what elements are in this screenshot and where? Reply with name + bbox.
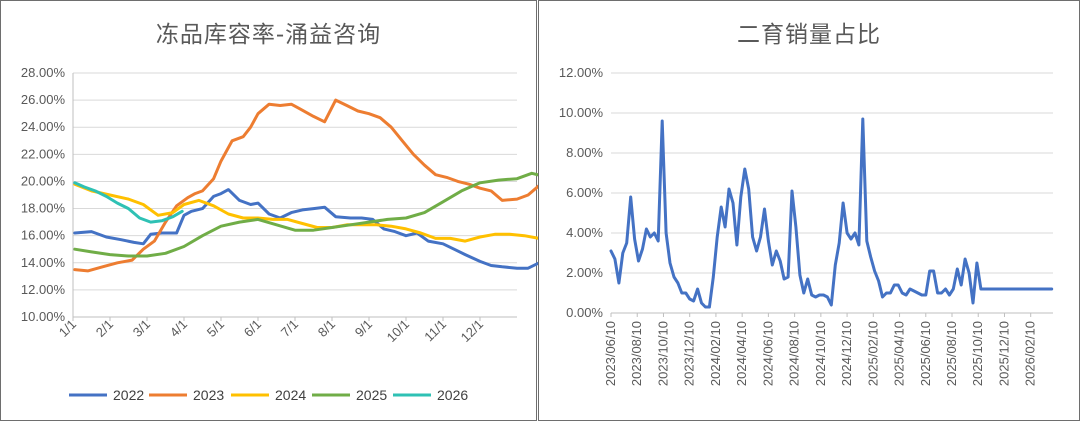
- x-tick-label: 2024/04/10: [734, 321, 749, 386]
- y-tick-label: 2.00%: [566, 265, 603, 280]
- x-tick-label: 2025/02/10: [865, 321, 880, 386]
- series-line-2026: [73, 181, 184, 224]
- x-tick-label: 2024/08/10: [787, 321, 802, 386]
- x-tick-label: 5/1: [204, 317, 227, 340]
- x-tick-label: 2025/12/10: [996, 321, 1011, 386]
- y-tick-label: 0.00%: [566, 305, 603, 320]
- right-chart-panel: 二育销量占比 0.00% 2.00% 4.00% 6.00% 8.00% 10.00% 12…: [538, 0, 1080, 421]
- x-tick-label: 8/1: [315, 317, 338, 340]
- x-tick-label: 7/1: [278, 317, 301, 340]
- x-tick-label: 2025/08/10: [944, 321, 959, 386]
- x-tick-label: 2023/06/10: [603, 321, 618, 386]
- x-tick-label: 11/1: [421, 317, 449, 345]
- y-tick-label: 16.00%: [21, 228, 66, 243]
- y-tick-label: 22.00%: [21, 146, 66, 161]
- x-tick-label: 2024/06/10: [760, 321, 775, 386]
- x-tick-label: 2024/12/10: [839, 321, 854, 386]
- y-tick-label: 8.00%: [566, 145, 603, 160]
- legend-label-2022: 2022: [113, 387, 144, 403]
- y-tick-label: 24.00%: [21, 119, 66, 134]
- y-tick-label: 12.00%: [21, 282, 66, 297]
- x-tick-label: 2023/08/10: [629, 321, 644, 386]
- x-tick-label: 2024/02/10: [708, 321, 723, 386]
- x-tick-label: 2025/10/10: [970, 321, 985, 386]
- x-tick-label: 4/1: [167, 317, 190, 340]
- y-tick-label: 26.00%: [21, 92, 66, 107]
- series-line-2024: [73, 182, 538, 243]
- y-tick-label: 4.00%: [566, 225, 603, 240]
- x-tick-label: 2/1: [93, 317, 116, 340]
- left-chart-svg: 10.00% 12.00% 14.00% 16.00% 18.00% 20.00% 22.0…: [21, 65, 538, 403]
- x-tick-label: 2023/10/10: [655, 321, 670, 386]
- y-tick-label: 28.00%: [21, 65, 66, 80]
- series-line-2025: [73, 171, 538, 258]
- y-tick-label: 20.00%: [21, 173, 66, 188]
- left-chart-panel: 冻品库容率-涌益咨询 10.00% 12.00% 14.00% 16.00% 18.00…: [0, 0, 538, 421]
- series-line-二育销量占比: [609, 117, 1054, 309]
- x-tick-label: 2025/04/10: [892, 321, 907, 386]
- legend-label-2026: 2026: [437, 387, 468, 403]
- x-tick-label: 2025/06/10: [918, 321, 933, 386]
- x-tick-label: 2026/02/10: [1023, 321, 1038, 386]
- x-tick-label: 6/1: [241, 317, 264, 340]
- y-tick-label: 12.00%: [559, 65, 604, 80]
- legend-label-2023: 2023: [193, 387, 224, 403]
- x-tick-label: 3/1: [130, 317, 153, 340]
- right-chart-title: 二育销量占比: [737, 22, 881, 48]
- x-tick-label: 2024/10/10: [813, 321, 828, 386]
- x-tick-label: 2023/12/10: [682, 321, 697, 386]
- legend-label-2024: 2024: [275, 387, 306, 403]
- x-tick-label: 12/1: [458, 317, 487, 346]
- y-tick-label: 14.00%: [21, 255, 66, 270]
- x-tick-label: 10/1: [384, 317, 413, 346]
- series-line-2023: [73, 98, 538, 273]
- left-chart-title: 冻品库容率-涌益咨询: [155, 22, 382, 48]
- series-line-2022: [73, 188, 538, 270]
- y-tick-label: 10.00%: [21, 309, 66, 324]
- y-tick-label: 18.00%: [21, 201, 66, 216]
- legend-label-2025: 2025: [356, 387, 387, 403]
- x-tick-label: 9/1: [352, 317, 375, 340]
- y-tick-label: 10.00%: [559, 105, 604, 120]
- y-tick-label: 6.00%: [566, 185, 603, 200]
- right-chart-svg: 0.00% 2.00% 4.00% 6.00% 8.00% 10.00% 12.00% 202…: [559, 65, 1054, 386]
